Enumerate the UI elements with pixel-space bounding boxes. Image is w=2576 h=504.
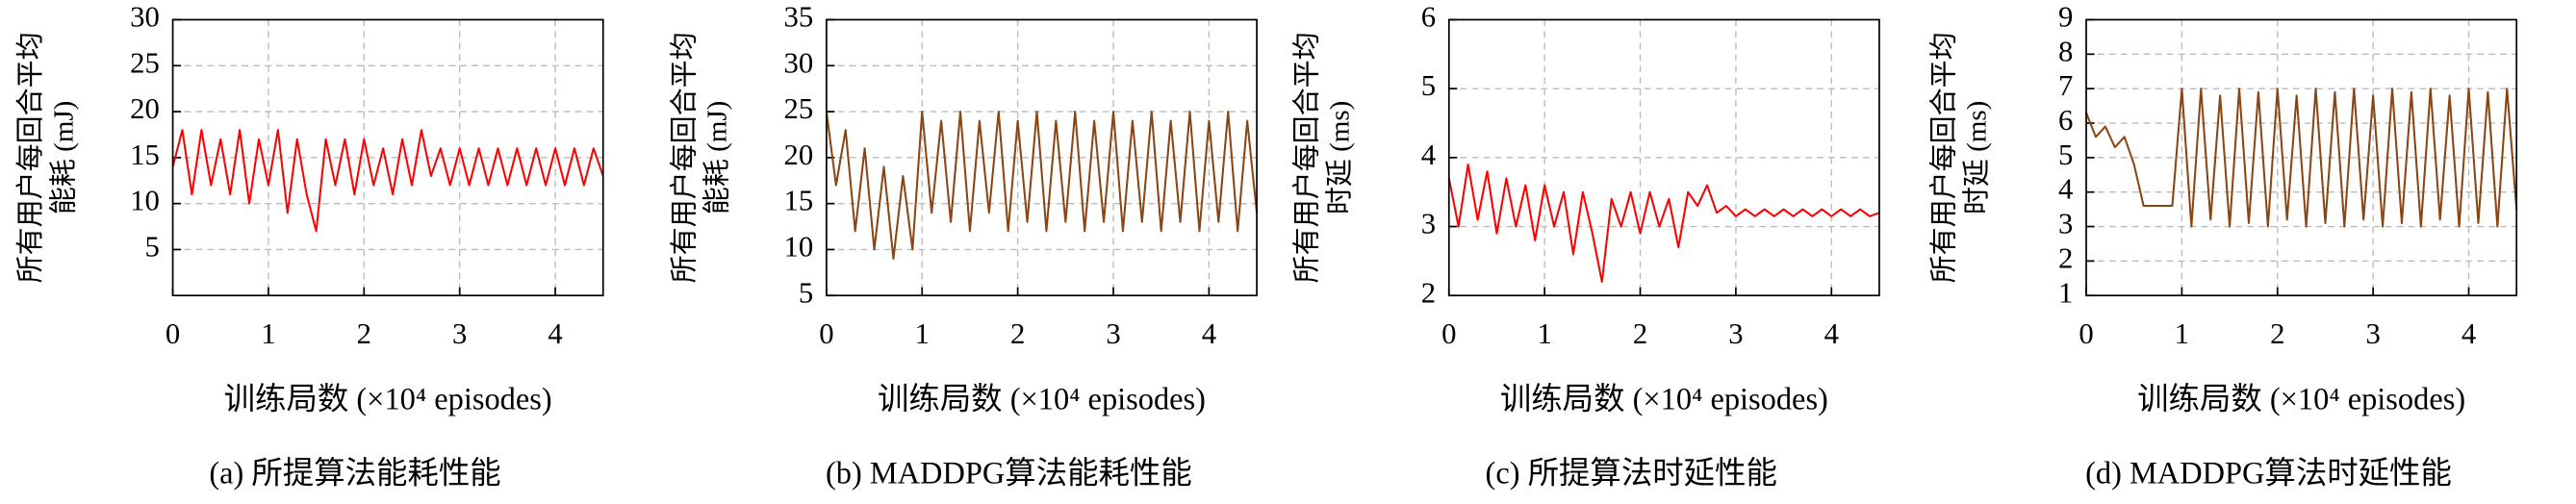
x-tick-label: 4 — [2461, 317, 2476, 350]
y-axis-label: 所有用户每回合平均 — [14, 32, 46, 283]
y-tick-label: 10 — [130, 185, 160, 217]
data-line — [2085, 88, 2518, 228]
y-tick-label: 5 — [2058, 139, 2073, 171]
y-tick-label: 3 — [2058, 208, 2073, 240]
y-tick-label: 4 — [1421, 139, 1436, 171]
x-tick-label: 3 — [2365, 317, 2380, 350]
axis-box — [826, 18, 1258, 297]
y-tick-label: 2 — [2058, 241, 2073, 274]
x-tick-label: 0 — [1441, 317, 1456, 350]
x-tick-label: 4 — [548, 317, 562, 350]
y-tick-label: 7 — [2058, 69, 2073, 102]
x-tick-label: 2 — [1633, 317, 1647, 350]
caption: (d) MADDPG算法时延性能 — [2085, 455, 2452, 491]
x-tick-label: 2 — [2270, 317, 2284, 350]
y-tick-label: 25 — [784, 92, 814, 125]
y-tick-label: 2 — [1421, 276, 1436, 309]
x-tick-label: 0 — [819, 317, 833, 350]
panel: 5 10 15 20 25 30 0 1 2 3 4 所有用户每回合平均 能耗 (mJ) 训练局数 (×1… — [14, 1, 604, 491]
x-tick-label: 1 — [261, 317, 275, 350]
x-tick-label: 1 — [2175, 317, 2189, 350]
y-axis-label: 时延 (ms) — [1961, 101, 1993, 214]
x-tick-label: 3 — [1106, 317, 1120, 350]
y-tick-label: 6 — [1421, 1, 1436, 34]
y-tick-label: 8 — [2058, 35, 2073, 67]
x-tick-label: 0 — [2079, 317, 2093, 350]
y-tick-label: 10 — [784, 230, 814, 263]
x-tick-label: 0 — [166, 317, 180, 350]
y-axis-label: 时延 (ms) — [1323, 101, 1355, 214]
x-axis-label: 训练局数 (×10⁴ episodes) — [224, 382, 552, 417]
y-tick-label: 25 — [130, 46, 160, 79]
x-tick-label: 4 — [1824, 317, 1839, 350]
x-tick-label: 2 — [1010, 317, 1025, 350]
y-tick-label: 35 — [784, 1, 814, 34]
data-line — [825, 111, 1259, 261]
y-axis-label: 所有用户每回合平均 — [668, 32, 700, 283]
x-axis-label: 训练局数 (×10⁴ episodes) — [1500, 382, 1828, 417]
caption: (a) 所提算法能耗性能 — [209, 455, 500, 491]
x-tick-label: 1 — [1537, 317, 1551, 350]
x-axis-label: 训练局数 (×10⁴ episodes) — [2137, 382, 2465, 417]
y-tick-label: 20 — [130, 92, 160, 125]
x-tick-label: 1 — [915, 317, 930, 350]
x-tick-label: 3 — [452, 317, 467, 350]
y-tick-label: 9 — [2058, 1, 2073, 34]
x-tick-label: 4 — [1202, 317, 1216, 350]
y-tick-label: 5 — [799, 276, 813, 309]
caption: (b) MADDPG算法能耗性能 — [826, 455, 1192, 491]
x-tick-label: 2 — [357, 317, 371, 350]
data-line — [1447, 164, 1880, 283]
data-line — [171, 129, 604, 233]
y-tick-label: 15 — [130, 139, 160, 171]
y-tick-label: 30 — [784, 46, 814, 79]
axis-box — [2085, 18, 2518, 297]
x-tick-label: 3 — [1728, 317, 1743, 350]
axis-box — [171, 18, 604, 297]
y-tick-label: 4 — [2058, 173, 2073, 206]
y-axis-label: 能耗 (mJ) — [47, 101, 79, 214]
y-tick-label: 20 — [784, 139, 814, 171]
y-axis-label: 能耗 (mJ) — [701, 101, 733, 214]
panel: 5 10 15 20 25 30 35 0 1 2 3 4 所有用户每回合平均 能耗 (mJ) 训练局数 (… — [668, 1, 1259, 491]
y-tick-label: 30 — [130, 1, 160, 34]
y-tick-label: 5 — [1421, 69, 1436, 102]
y-axis-label: 所有用户每回合平均 — [1928, 32, 1960, 283]
axis-box — [1447, 18, 1880, 297]
y-tick-label: 1 — [2058, 276, 2073, 309]
y-axis-label: 所有用户每回合平均 — [1290, 32, 1322, 283]
caption: (c) 所提算法时延性能 — [1486, 455, 1777, 491]
y-tick-label: 5 — [145, 230, 160, 263]
y-tick-label: 3 — [1421, 208, 1436, 240]
panel: 2 3 4 5 6 0 1 2 3 4 所有用户每回合平均 时延 (ms) 训练局数 (×10⁴ epi… — [1290, 1, 1880, 491]
y-tick-label: 15 — [784, 185, 814, 217]
x-axis-label: 训练局数 (×10⁴ episodes) — [878, 382, 1206, 417]
y-tick-label: 6 — [2058, 104, 2073, 137]
